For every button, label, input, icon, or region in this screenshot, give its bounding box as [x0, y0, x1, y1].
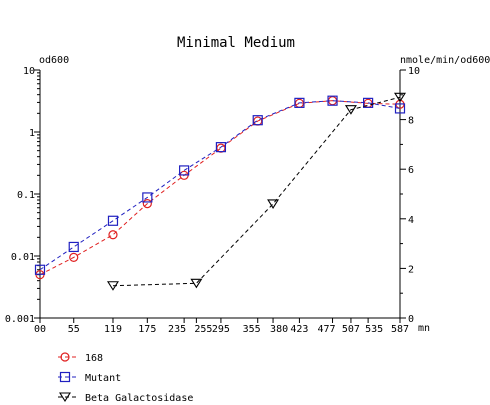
y-left-tick-label: 0.01: [11, 252, 35, 263]
series-line-0: [39, 100, 401, 276]
data-point: [107, 215, 119, 226]
axes: 0.001 0.01 0.1 1 10 0 2 4 6 8 10 00 55 119 175 235 255 29…: [5, 66, 420, 335]
data-point: [142, 199, 152, 209]
x-tick-label: 235: [168, 324, 186, 335]
data-point: [108, 230, 118, 240]
legend: 168 Mutant Beta Galactosidase: [58, 352, 193, 404]
x-tick-label: 587: [391, 324, 409, 335]
legend-label: Mutant: [85, 373, 121, 384]
y-left-tick-label: 1: [29, 128, 35, 139]
x-tick-label: 00: [34, 324, 46, 335]
x-tick-label: 355: [243, 324, 261, 335]
data-point: [69, 252, 79, 262]
x-tick-label: 380: [270, 324, 288, 335]
x-tick-label: 477: [317, 324, 335, 335]
y-right-tick-label: 6: [408, 165, 414, 176]
data-point: [106, 281, 119, 291]
legend-marker: [59, 392, 71, 403]
y-right-label: nmole/min/od600: [400, 55, 490, 66]
y-left-tick-label: 0.001: [5, 314, 35, 325]
series-line-2: [112, 96, 401, 287]
y-right-tick-label: 10: [408, 66, 420, 77]
x-tick-label: 535: [365, 324, 383, 335]
legend-marker: [60, 352, 70, 362]
data-point: [216, 143, 226, 153]
data-point: [394, 92, 406, 103]
data-point: [215, 142, 227, 153]
chart-title: Minimal Medium: [177, 35, 295, 51]
x-tick-label: 55: [68, 324, 80, 335]
x-tick-label: 175: [138, 324, 156, 335]
data-point: [142, 192, 153, 203]
x-tick-label: 255: [194, 324, 212, 335]
data-point: [394, 103, 406, 114]
y-left-tick-label: 10: [23, 66, 35, 77]
y-right-tick-label: 4: [408, 215, 414, 226]
data-point: [344, 105, 357, 115]
series-line-1: [39, 100, 401, 271]
data-point: [363, 97, 374, 108]
data-point: [267, 199, 280, 209]
x-axis-label: mn: [418, 323, 430, 334]
legend-label: 168: [85, 353, 103, 364]
x-tick-label: 119: [104, 324, 122, 335]
y-right-tick-label: 0: [408, 314, 414, 325]
data-point: [68, 241, 79, 253]
x-tick-label: 507: [342, 324, 360, 335]
x-tick-label: 423: [290, 324, 308, 335]
legend-label: Beta Galactosidase: [85, 393, 193, 404]
legend-marker: [59, 371, 71, 383]
data-point: [252, 115, 263, 126]
y-right-tick-label: 2: [408, 264, 414, 275]
data-point: [179, 165, 190, 176]
chart-marks: [34, 92, 406, 291]
y-left-tick-label: 0.1: [17, 190, 35, 201]
data-point: [190, 278, 203, 289]
data-point: [34, 264, 46, 275]
data-point: [327, 95, 338, 106]
y-left-label: od600: [39, 55, 69, 66]
x-tick-label: 295: [212, 324, 230, 335]
y-right-tick-label: 8: [408, 116, 414, 127]
data-point: [294, 97, 305, 108]
